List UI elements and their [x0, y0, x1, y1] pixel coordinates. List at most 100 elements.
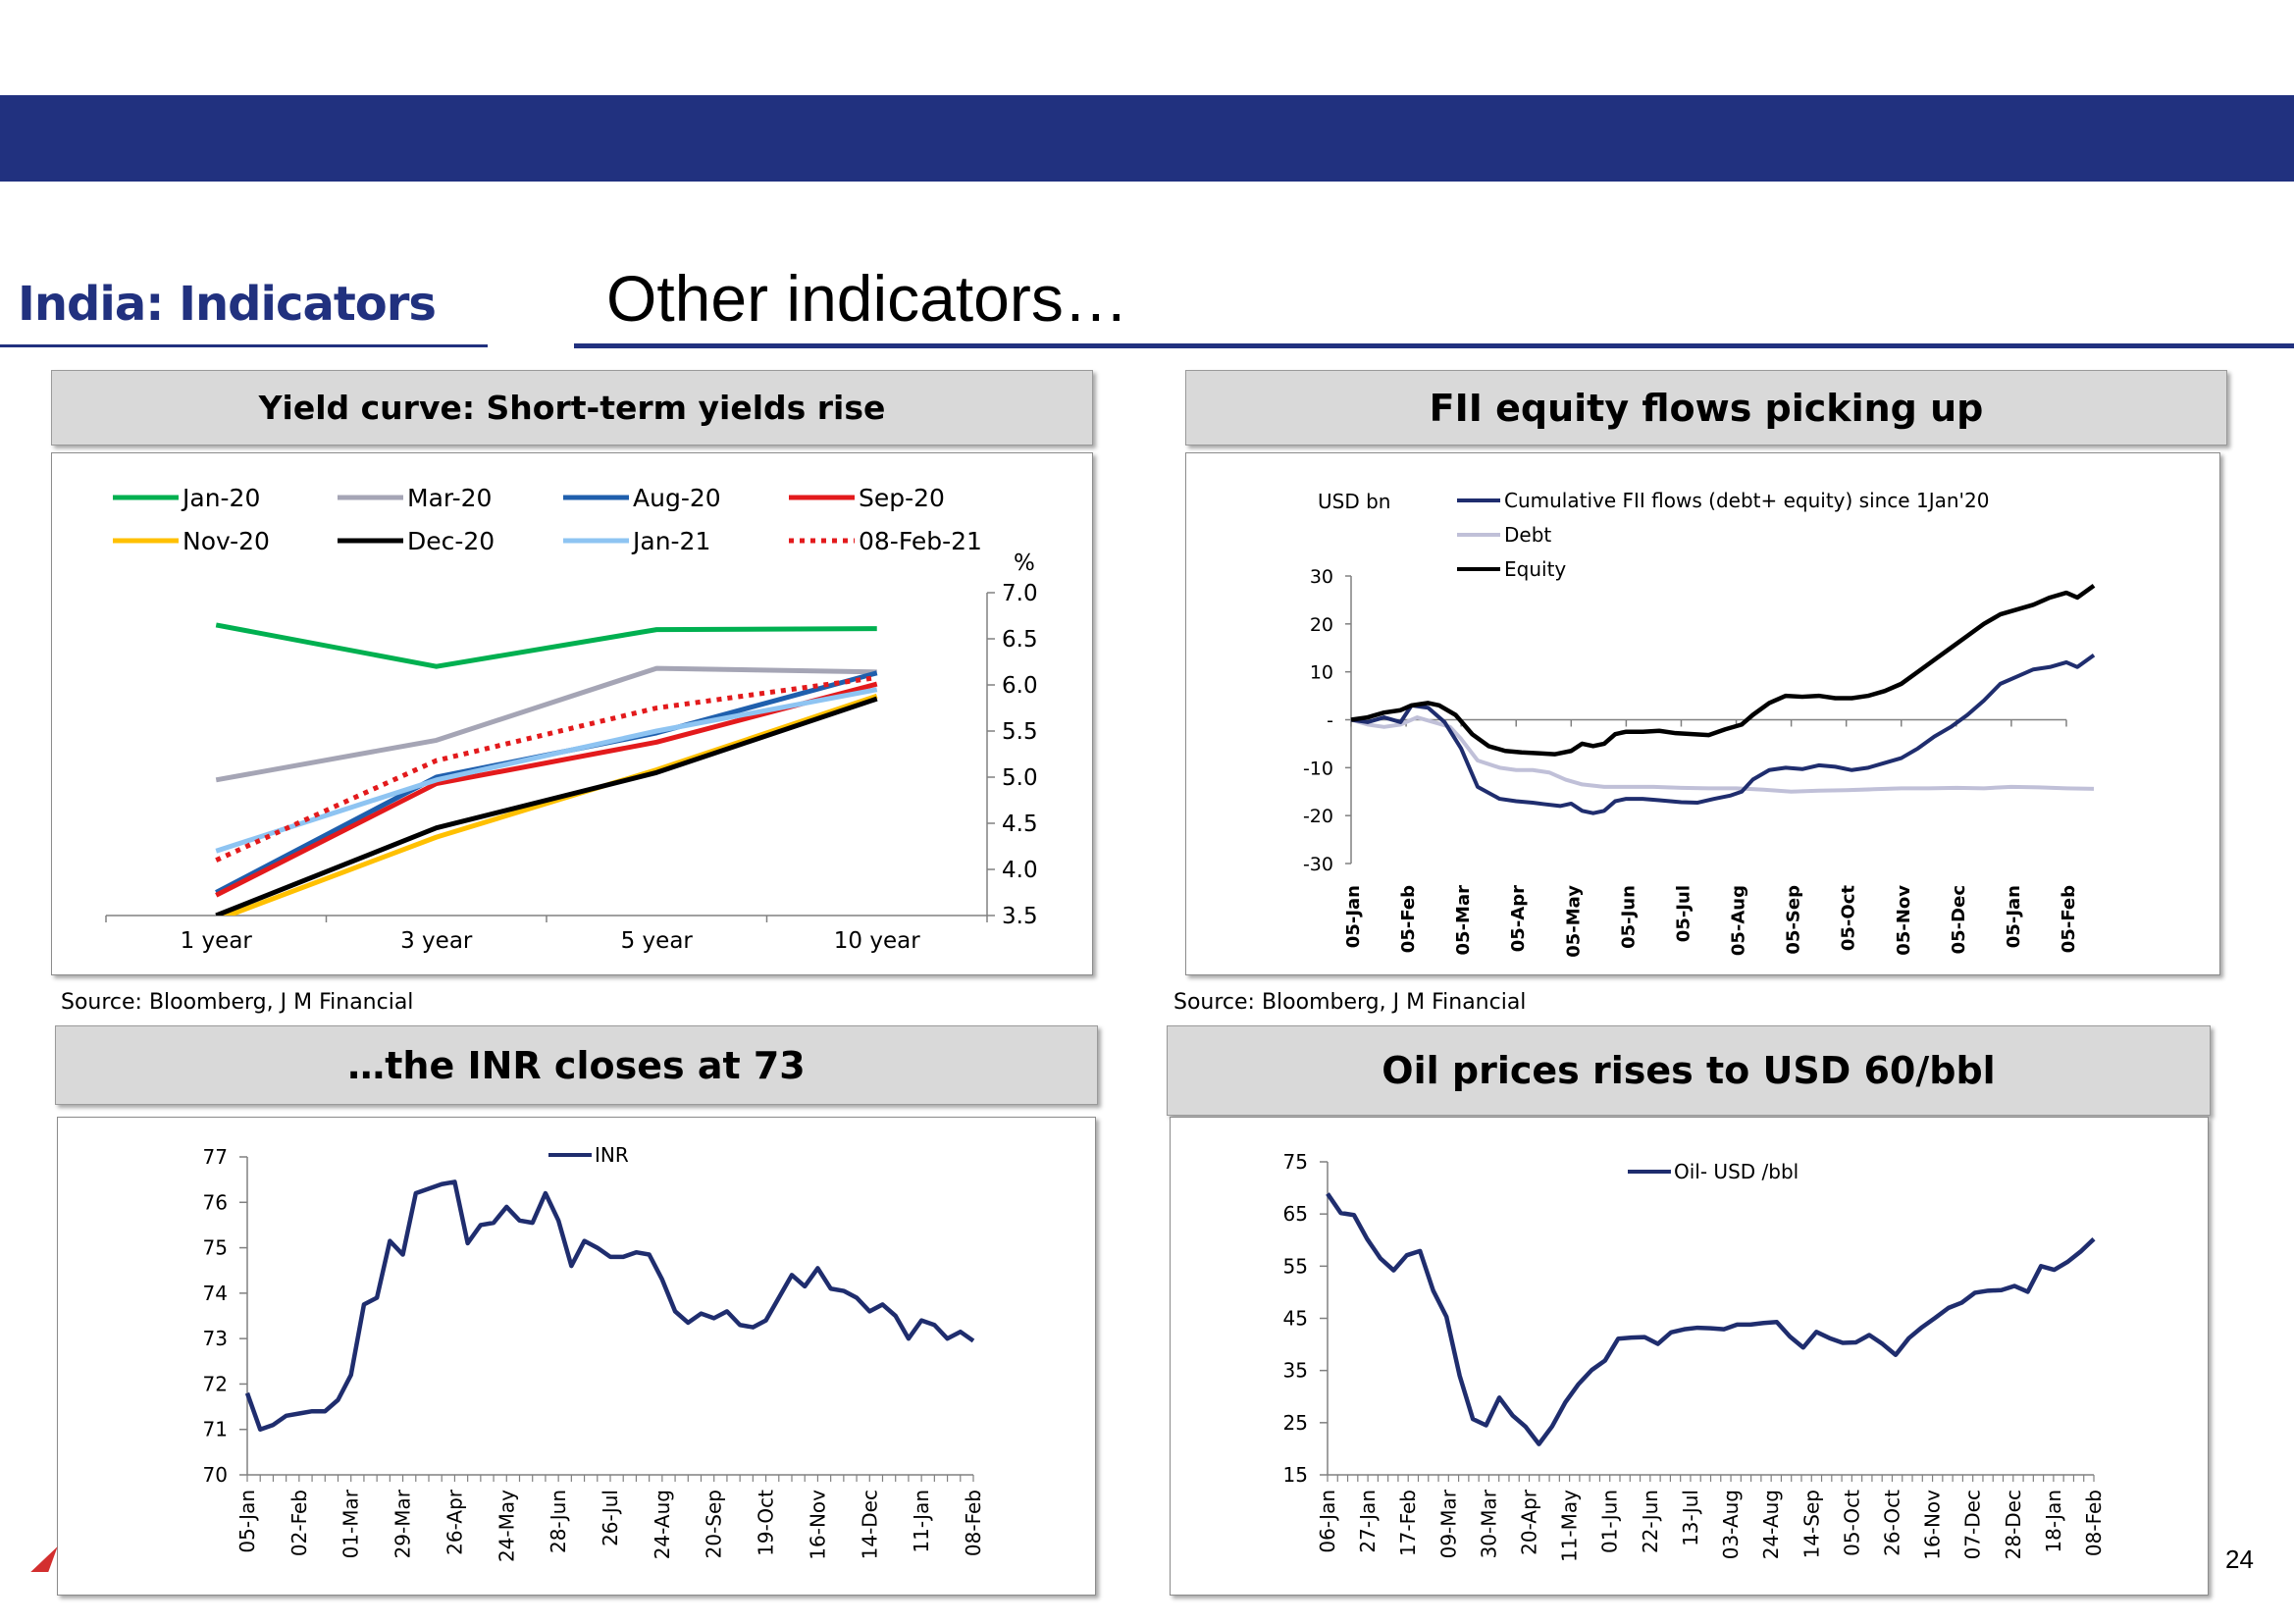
- yield-y-tick-label: 5.0: [1002, 765, 1038, 791]
- oil-x-tick-label: 13-Jul: [1679, 1490, 1702, 1546]
- oil-series-line: [1326, 1192, 2096, 1446]
- yield-source: Source: Bloomberg, J M Financial: [61, 990, 414, 1015]
- oil-x-tick-label: 06-Jan: [1316, 1490, 1339, 1553]
- fii-x-tick-label: 05-May: [1563, 885, 1584, 958]
- yield-y-tick-label: 7.0: [1002, 581, 1038, 606]
- inr-panel-title: …the INR closes at 73: [347, 1043, 806, 1087]
- yield-x-tick-label: 5 year: [621, 928, 694, 954]
- inr-chart: 77 76 75 74 73 72 71 70 05-Jan 02-Feb 01-Mar 29-Mar…: [203, 1143, 985, 1562]
- yield-y-tick-label: 3.5: [1002, 904, 1038, 929]
- inr-x-tick-label: 01-Mar: [339, 1489, 363, 1558]
- yield-legend-label: Dec-20: [407, 527, 495, 555]
- inr-x-tick-label: 19-Oct: [755, 1490, 778, 1556]
- yield-series-line-08-Feb-21: [215, 675, 878, 863]
- yield-legend-label: 08-Feb-21: [859, 527, 982, 555]
- inr-x-tick-label: 26-Jul: [599, 1490, 622, 1546]
- fii-y-tick-label: -10: [1303, 758, 1333, 779]
- fii-x-tick-label: 05-Jun: [1618, 885, 1639, 949]
- inr-x-tick-label: 02-Feb: [287, 1490, 311, 1556]
- inr-y-tick-label: 75: [203, 1236, 228, 1260]
- inr-chart-frame: 77 76 75 74 73 72 71 70 05-Jan 02-Feb 01-Mar 29-Mar…: [57, 1117, 1096, 1596]
- oil-x-tick-label: 18-Jan: [2042, 1490, 2065, 1553]
- yield-y-tick-label: 4.0: [1002, 858, 1038, 883]
- oil-y-tick-label: 15: [1283, 1463, 1308, 1487]
- yield-legend-label: Jan-21: [631, 527, 710, 555]
- inr-x-tick-label: 11-Jan: [910, 1490, 933, 1553]
- oil-chart: 75 65 55 45 35 25 15 06-Jan 27-Jan 17-Feb 09-Mar 30…: [1283, 1150, 2106, 1562]
- fii-x-tick-label: 05-Nov: [1894, 885, 1914, 956]
- inr-x-tick-label: 05-Jan: [235, 1490, 259, 1553]
- inr-x-tick-label: 16-Nov: [806, 1490, 829, 1560]
- fii-legend-label: Equity: [1504, 557, 1566, 581]
- yield-x-tick-label: 1 year: [181, 928, 253, 954]
- inr-y-tick-label: 72: [203, 1372, 228, 1395]
- header-band: [0, 95, 2294, 182]
- oil-x-tick-label: 08-Feb: [2082, 1490, 2106, 1556]
- yield-legend-label: Jan-20: [181, 484, 260, 512]
- fii-x-tick-label: 05-Apr: [1508, 885, 1529, 952]
- oil-x-tick-label: 28-Dec: [2002, 1490, 2025, 1559]
- inr-x-tick-label: 14-Dec: [858, 1490, 881, 1559]
- inr-x-tick-label: 29-Mar: [391, 1489, 415, 1558]
- oil-x-tick-label: 09-Mar: [1436, 1489, 1460, 1558]
- oil-panel-header: Oil prices rises to USD 60/bbl: [1167, 1025, 2211, 1116]
- yield-legend-label: Aug-20: [633, 484, 721, 512]
- fii-source: Source: Bloomberg, J M Financial: [1173, 990, 1527, 1015]
- yield-series-line-Dec-20: [215, 696, 878, 916]
- inr-x-tick-label: 26-Apr: [443, 1489, 466, 1555]
- yield-y-axis-label: %: [1014, 550, 1035, 576]
- inr-y-tick-label: 70: [203, 1463, 228, 1487]
- section-title: India: Indicators: [18, 277, 437, 332]
- inr-y-tick-label: 74: [203, 1282, 228, 1305]
- fii-x-tick-label: 05-Feb: [1398, 885, 1419, 953]
- fii-y-tick-label: -30: [1303, 854, 1333, 875]
- inr-x-tick-label: 20-Sep: [703, 1490, 726, 1558]
- oil-y-tick-label: 35: [1283, 1359, 1308, 1383]
- inr-legend-label: INR: [595, 1143, 629, 1167]
- inr-y-tick-label: 76: [203, 1190, 228, 1214]
- yield-series-line-Mar-20: [215, 665, 877, 783]
- page-title: Other indicators…: [606, 262, 1128, 335]
- oil-x-tick-label: 22-Jun: [1639, 1490, 1662, 1553]
- oil-panel-title: Oil prices rises to USD 60/bbl: [1382, 1049, 1996, 1092]
- fii-x-tick-label: 05-Feb: [2059, 885, 2079, 953]
- oil-y-tick-label: 45: [1283, 1307, 1308, 1331]
- oil-x-tick-label: 05-Oct: [1840, 1490, 1863, 1556]
- yield-x-tick-label: 3 year: [400, 928, 473, 954]
- inr-x-tick-label: 08-Feb: [962, 1490, 985, 1556]
- fii-chart: 30 20 10 - -10 -20 -30 05-Jan 05-Feb 05-Mar 05-Apr…: [1303, 489, 2096, 958]
- yield-panel-header: Yield curve: Short-term yields rise: [51, 370, 1093, 445]
- oil-y-tick-label: 25: [1283, 1411, 1308, 1435]
- inr-y-tick-label: 73: [203, 1327, 228, 1350]
- oil-x-tick-label: 01-Jun: [1598, 1490, 1622, 1553]
- fii-y-axis-label: USD bn: [1318, 490, 1390, 513]
- fii-series-line-Cumulative FII flows (debt+ equity) since 1Jan'20: [1350, 653, 2096, 815]
- yield-y-tick-label: 4.5: [1002, 812, 1038, 837]
- brand-logo-mark: [30, 1546, 58, 1572]
- yield-series-line-Sep-20: [215, 681, 878, 898]
- title-underline: [574, 343, 2294, 348]
- yield-y-tick-label: 5.5: [1002, 719, 1038, 745]
- fii-series-line-Debt: [1350, 715, 2095, 794]
- fii-legend-label: Debt: [1504, 523, 1551, 547]
- oil-x-tick-label: 26-Oct: [1880, 1490, 1903, 1556]
- oil-y-tick-label: 55: [1283, 1254, 1308, 1278]
- fii-x-tick-label: 05-Mar: [1453, 885, 1474, 956]
- fii-y-tick-label: 20: [1310, 614, 1333, 636]
- fii-panel-header: FII equity flows picking up: [1185, 370, 2227, 445]
- oil-x-tick-label: 14-Sep: [1799, 1490, 1823, 1558]
- inr-x-tick-label: 28-Jun: [547, 1490, 570, 1553]
- yield-legend-label: Mar-20: [407, 484, 492, 512]
- oil-x-tick-label: 07-Dec: [1961, 1490, 1985, 1559]
- yield-series-line-Nov-20: [221, 693, 878, 916]
- oil-chart-frame: 75 65 55 45 35 25 15 06-Jan 27-Jan 17-Feb 09-Mar 30…: [1170, 1117, 2209, 1596]
- oil-y-tick-label: 65: [1283, 1202, 1308, 1226]
- oil-x-tick-label: 11-May: [1558, 1490, 1582, 1562]
- fii-y-tick-label: -: [1327, 710, 1333, 732]
- oil-y-tick-label: 75: [1283, 1150, 1308, 1174]
- oil-x-tick-label: 16-Nov: [1921, 1490, 1945, 1560]
- yield-panel-title: Yield curve: Short-term yields rise: [258, 389, 886, 427]
- fii-x-tick-label: 05-Sep: [1784, 885, 1804, 955]
- section-underline: [0, 344, 488, 347]
- yield-legend-label: Nov-20: [182, 527, 270, 555]
